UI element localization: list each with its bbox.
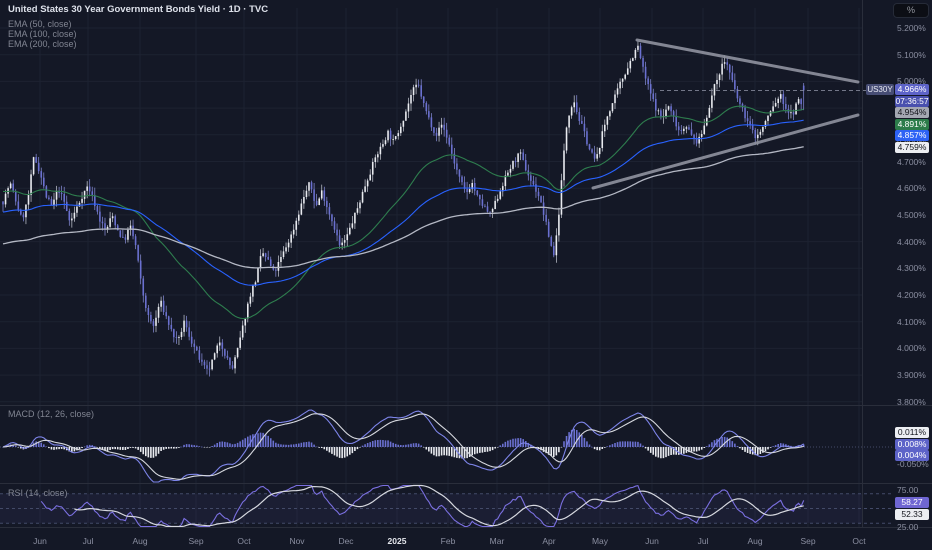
month-label: Nov (289, 536, 305, 546)
price-tick-behind-badge: 4.800% (897, 136, 926, 146)
month-label: Oct (237, 536, 251, 546)
month-label: 2025 (387, 536, 407, 546)
legend-ema50[interactable]: EMA (50, close) (8, 19, 72, 29)
price-tick-label: 4.600% (897, 183, 926, 194)
ema200-value-badge: 4.759% (895, 142, 929, 153)
time-axis[interactable]: Jun Jul Aug Sep Oct Nov Dec 2025 Feb Mar Apr May Jun… (0, 527, 932, 550)
month-label: Aug (132, 536, 148, 546)
macd-line-badge: 0.008% (895, 438, 929, 450)
month-label: Sep (800, 536, 816, 546)
rsi-tick-label: 75.00 (897, 485, 919, 495)
price-tick-label: 3.800% (897, 396, 926, 407)
last-price-badge: 4.966% (895, 84, 929, 95)
price-tick-label: 4.100% (897, 316, 926, 327)
price-tick-label: 5.000% (897, 76, 926, 87)
percent-scale-button[interactable]: % (893, 3, 929, 18)
price-tick-label: 4.300% (897, 263, 926, 274)
macd-pane-label[interactable]: MACD (12, 26, close) (8, 409, 95, 419)
price-tick-label: 4.400% (897, 236, 926, 247)
price-tick-label: 3.900% (897, 370, 926, 381)
rsi-pane-label[interactable]: RSI (14, close) (8, 488, 68, 498)
price-tick-label: 5.100% (897, 49, 926, 60)
ema100-value-badge: 4.857% (895, 130, 929, 141)
month-label: Oct (852, 536, 866, 546)
month-label: May (591, 536, 609, 546)
month-label: Sep (188, 536, 204, 546)
macd-hist-badge: 0.004% (895, 450, 929, 461)
month-label: Jun (645, 536, 659, 546)
price-tick-label: 5.200% (897, 23, 926, 33)
month-label: Aug (747, 536, 763, 546)
month-label: Feb (440, 536, 456, 546)
rsi-ma-value-badge: 52.33 (895, 508, 929, 520)
session-countdown-badge: 07:36:57 (895, 95, 929, 107)
month-label: Dec (338, 536, 354, 546)
price-tick-label: 4.000% (897, 343, 926, 354)
month-label: Jun (33, 536, 47, 546)
legend-ema100[interactable]: EMA (100, close) (8, 29, 77, 39)
month-label: Jul (697, 536, 709, 546)
price-tick-label: 4.200% (897, 290, 926, 300)
month-label: Apr (542, 536, 556, 546)
symbol-price-tag: US30Y (866, 84, 894, 95)
symbol-title[interactable]: United States 30 Year Government Bonds Y… (8, 4, 269, 15)
month-label: Jul (82, 536, 94, 546)
legend-ema200[interactable]: EMA (200, close) (8, 39, 77, 49)
ema50-value-badge: 4.891% (895, 118, 929, 130)
price-tick-label: 4.500% (897, 209, 926, 220)
secondary-price-badge: 4.954% (895, 107, 929, 118)
month-label: Mar (489, 536, 505, 546)
price-tick-label: 4.700% (897, 156, 926, 167)
macd-tick-label: -0.050% (897, 458, 929, 469)
macd-signal-badge: 0.011% (895, 427, 929, 438)
rsi-value-badge: 58.27 (895, 497, 929, 508)
rsi-tick-label: 25.00 (897, 522, 919, 532)
